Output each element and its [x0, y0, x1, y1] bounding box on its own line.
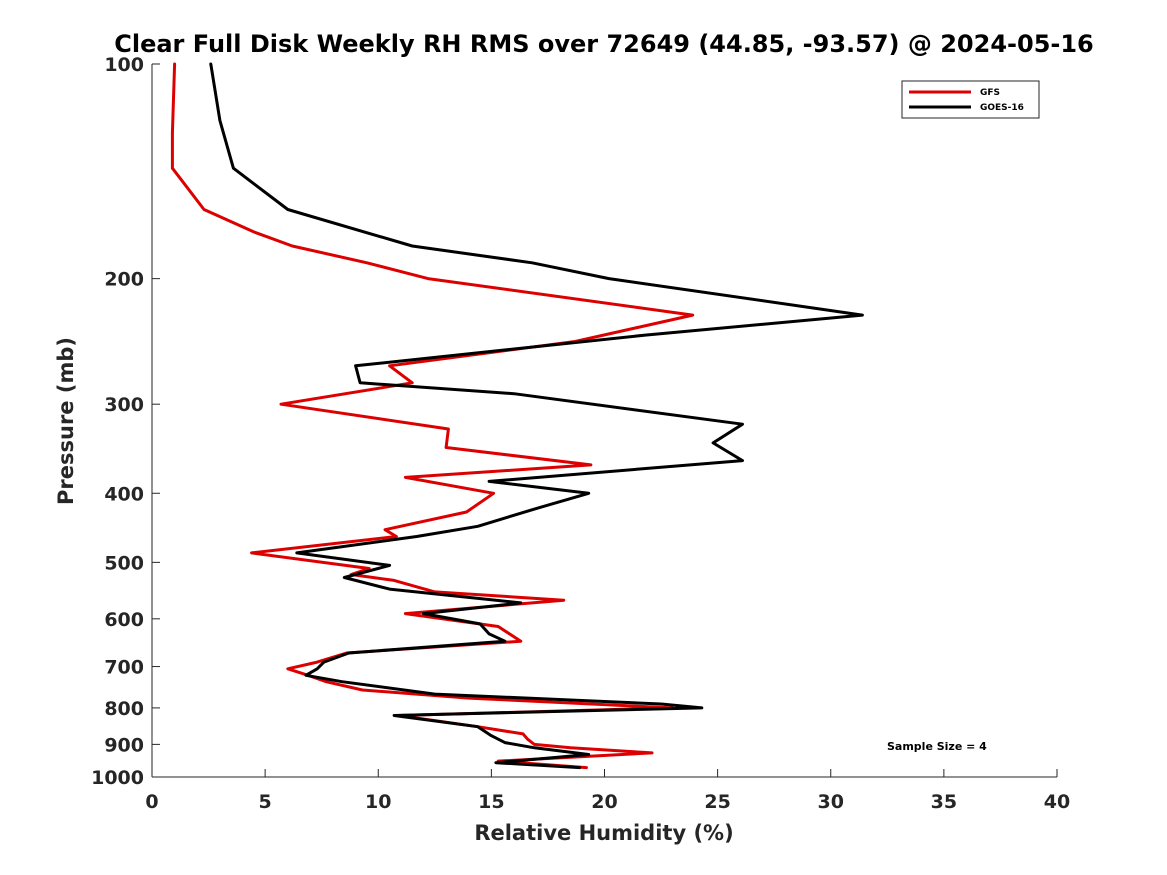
y-tick-label: 400	[104, 483, 144, 505]
y-axis-ticks: 100 200 300 400 500 600 700 800 900 1000	[91, 54, 160, 789]
x-axis-label: Relative Humidity (%)	[474, 821, 733, 845]
x-axis-ticks: 0 5 10 15 20 25 30 35 40	[145, 769, 1070, 813]
x-tick-label: 40	[1044, 791, 1070, 813]
x-tick-label: 5	[259, 791, 272, 813]
x-tick-label: 25	[704, 791, 730, 813]
y-tick-label: 900	[104, 734, 144, 756]
series-line-goes16	[209, 62, 864, 770]
sample-size-annotation: Sample Size = 4	[887, 740, 987, 753]
x-tick-label: 35	[931, 791, 957, 813]
series-layer	[170, 62, 864, 770]
y-tick-label: 300	[104, 394, 144, 416]
legend: GFS GOES-16	[901, 80, 1040, 119]
y-tick-label: 800	[104, 698, 144, 720]
chart-title: Clear Full Disk Weekly RH RMS over 72649…	[114, 30, 1094, 58]
y-tick-label: 600	[104, 609, 144, 631]
y-tick-label: 500	[104, 552, 144, 574]
legend-label-goes16: GOES-16	[980, 103, 1024, 113]
y-tick-label: 700	[104, 657, 144, 679]
legend-label-gfs: GFS	[980, 88, 1000, 98]
series-line-gfs	[170, 62, 695, 770]
x-tick-label: 15	[478, 791, 504, 813]
y-tick-label: 200	[104, 269, 144, 291]
y-tick-label: 100	[104, 54, 144, 76]
x-tick-label: 30	[818, 791, 844, 813]
x-tick-label: 0	[145, 791, 158, 813]
x-tick-label: 10	[365, 791, 391, 813]
legend-box	[901, 80, 1040, 119]
x-tick-label: 20	[591, 791, 617, 813]
y-axis-label: Pressure (mb)	[54, 337, 78, 505]
y-tick-label: 1000	[91, 767, 144, 789]
